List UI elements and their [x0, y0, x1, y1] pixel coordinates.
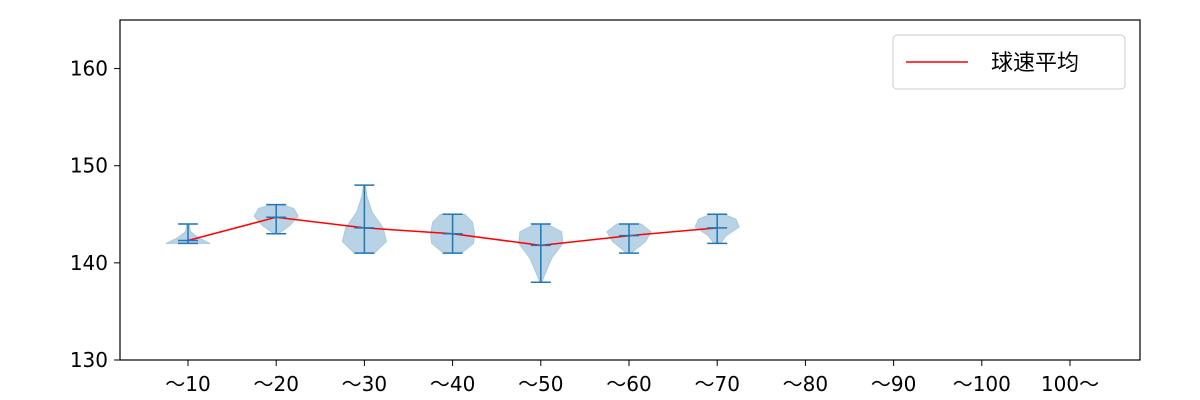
- x-axis: 〜10 〜20 〜30 〜40 〜50 〜60 〜70 〜80 〜90 〜100 100〜: [165, 360, 1099, 396]
- x-tick-label: 〜80: [783, 372, 828, 396]
- legend-box: [892, 34, 1126, 90]
- x-tick-label: 〜60: [606, 372, 651, 396]
- x-tick-label: 100〜: [1041, 372, 1099, 396]
- plot-frame: [119, 19, 1141, 361]
- x-tick-label: 〜50: [518, 372, 563, 396]
- x-tick-label: 〜100: [953, 372, 1011, 396]
- legend-mean-label: 球速平均: [991, 51, 1079, 76]
- x-tick-label: 〜90: [871, 372, 916, 396]
- x-tick-label: 〜40: [430, 372, 475, 396]
- x-tick-label: 〜70: [694, 372, 739, 396]
- y-tick-label: 160: [70, 57, 108, 81]
- y-tick-label: 150: [70, 154, 108, 178]
- x-tick-label: 〜30: [342, 372, 387, 396]
- y-axis: 130 140 150 160: [70, 57, 120, 372]
- y-tick-label: 130: [70, 348, 108, 372]
- mean-line-layer: [178, 216, 728, 247]
- x-tick-label: 〜20: [253, 372, 298, 396]
- legend: 球速平均: [892, 34, 1126, 90]
- y-tick-label: 140: [70, 251, 108, 275]
- x-tick-label: 〜10: [165, 372, 210, 396]
- extrema-bars-layer: [178, 184, 728, 284]
